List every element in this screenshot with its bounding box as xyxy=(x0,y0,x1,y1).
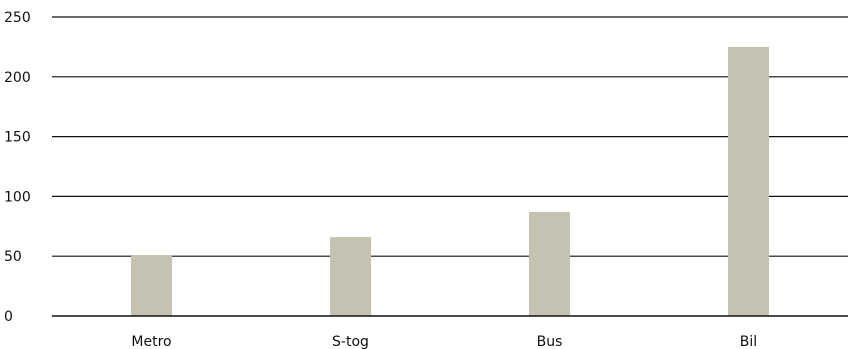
y-axis-ticks: 0 50 100 150 200 250 xyxy=(4,10,31,325)
x-tick-label: Bil xyxy=(740,334,757,349)
y-tick-label: 200 xyxy=(4,70,31,86)
x-tick-label: S-tog xyxy=(332,334,369,349)
x-axis-ticks: Metro S-tog Bus Bil xyxy=(131,334,757,349)
bars xyxy=(131,46,769,317)
y-tick-label: 150 xyxy=(4,130,31,146)
y-tick-label: 50 xyxy=(4,249,22,265)
y-tick-label: 250 xyxy=(4,10,31,26)
gridlines xyxy=(52,16,848,257)
x-tick-label: Bus xyxy=(537,334,563,349)
bar-s-tog xyxy=(330,237,371,316)
bar-metro xyxy=(131,255,172,316)
bar-bil xyxy=(728,46,769,317)
y-tick-label: 0 xyxy=(4,309,13,325)
bar-bus xyxy=(529,211,570,316)
y-tick-label: 100 xyxy=(4,189,31,205)
x-tick-label: Metro xyxy=(131,334,171,349)
